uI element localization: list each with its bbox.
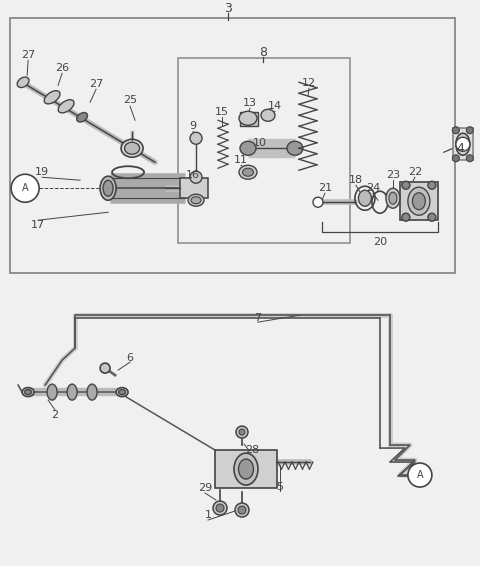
Text: 18: 18 xyxy=(349,175,363,185)
Circle shape xyxy=(213,501,227,515)
Text: 21: 21 xyxy=(318,183,332,193)
Ellipse shape xyxy=(287,142,303,155)
Text: 19: 19 xyxy=(35,167,49,177)
Text: 14: 14 xyxy=(268,101,282,112)
Bar xyxy=(178,58,350,243)
Text: 13: 13 xyxy=(243,98,257,108)
Circle shape xyxy=(428,181,436,189)
Text: 5: 5 xyxy=(276,482,284,492)
Text: 1: 1 xyxy=(204,510,212,520)
Circle shape xyxy=(467,155,473,162)
Text: 8: 8 xyxy=(259,46,267,59)
Text: 17: 17 xyxy=(31,220,45,230)
Ellipse shape xyxy=(44,91,60,104)
Ellipse shape xyxy=(17,77,29,88)
Text: 28: 28 xyxy=(245,445,259,455)
Ellipse shape xyxy=(47,384,57,400)
Circle shape xyxy=(467,127,473,134)
Circle shape xyxy=(190,171,202,183)
Ellipse shape xyxy=(408,187,430,215)
Text: 22: 22 xyxy=(408,167,422,177)
Bar xyxy=(400,182,438,220)
Circle shape xyxy=(239,429,245,435)
Ellipse shape xyxy=(119,389,126,395)
Text: 23: 23 xyxy=(386,170,400,180)
Ellipse shape xyxy=(389,192,397,204)
Text: 12: 12 xyxy=(302,78,316,88)
Bar xyxy=(240,112,258,126)
Bar xyxy=(453,128,473,160)
Text: A: A xyxy=(22,183,28,193)
Text: 11: 11 xyxy=(234,155,248,165)
Ellipse shape xyxy=(412,193,425,210)
Ellipse shape xyxy=(116,388,128,397)
Circle shape xyxy=(190,132,202,144)
Text: A: A xyxy=(417,470,423,480)
Circle shape xyxy=(216,504,224,512)
Text: 10: 10 xyxy=(253,138,267,148)
Text: 20: 20 xyxy=(373,237,387,247)
Ellipse shape xyxy=(242,168,253,176)
Text: 27: 27 xyxy=(21,50,35,61)
Ellipse shape xyxy=(261,109,275,121)
Text: 29: 29 xyxy=(198,483,212,493)
Ellipse shape xyxy=(87,384,97,400)
Ellipse shape xyxy=(103,180,113,196)
Text: 3: 3 xyxy=(224,2,232,15)
Text: 27: 27 xyxy=(89,79,103,89)
Ellipse shape xyxy=(188,194,204,206)
Circle shape xyxy=(428,213,436,221)
Ellipse shape xyxy=(239,165,257,179)
Circle shape xyxy=(235,503,249,517)
Text: 6: 6 xyxy=(127,353,133,363)
Ellipse shape xyxy=(100,176,116,200)
Circle shape xyxy=(452,127,459,134)
Text: 4: 4 xyxy=(456,142,464,155)
Text: 24: 24 xyxy=(366,183,380,193)
Ellipse shape xyxy=(77,113,87,122)
Text: 2: 2 xyxy=(51,410,59,420)
Text: 26: 26 xyxy=(55,63,69,74)
Ellipse shape xyxy=(191,197,201,204)
Ellipse shape xyxy=(121,139,143,157)
Ellipse shape xyxy=(386,188,400,208)
Circle shape xyxy=(236,426,248,438)
Circle shape xyxy=(238,506,246,514)
Circle shape xyxy=(456,138,470,151)
Circle shape xyxy=(452,155,459,162)
Circle shape xyxy=(402,213,410,221)
Text: 25: 25 xyxy=(123,95,137,105)
Text: 16: 16 xyxy=(186,170,200,180)
Ellipse shape xyxy=(24,389,32,395)
Text: 15: 15 xyxy=(215,108,229,117)
Bar xyxy=(215,450,277,488)
Bar xyxy=(180,178,208,198)
Ellipse shape xyxy=(125,142,140,155)
Ellipse shape xyxy=(239,112,257,125)
Text: 7: 7 xyxy=(254,313,262,323)
Ellipse shape xyxy=(22,388,34,397)
Ellipse shape xyxy=(58,100,74,113)
Ellipse shape xyxy=(234,453,258,485)
Ellipse shape xyxy=(359,190,372,206)
Text: 9: 9 xyxy=(190,121,197,131)
Ellipse shape xyxy=(67,384,77,400)
Circle shape xyxy=(100,363,110,373)
Circle shape xyxy=(313,197,323,207)
Bar xyxy=(10,18,455,273)
Circle shape xyxy=(408,463,432,487)
Ellipse shape xyxy=(239,459,253,479)
Ellipse shape xyxy=(240,142,256,155)
Ellipse shape xyxy=(456,133,470,155)
Circle shape xyxy=(11,174,39,202)
Circle shape xyxy=(402,181,410,189)
